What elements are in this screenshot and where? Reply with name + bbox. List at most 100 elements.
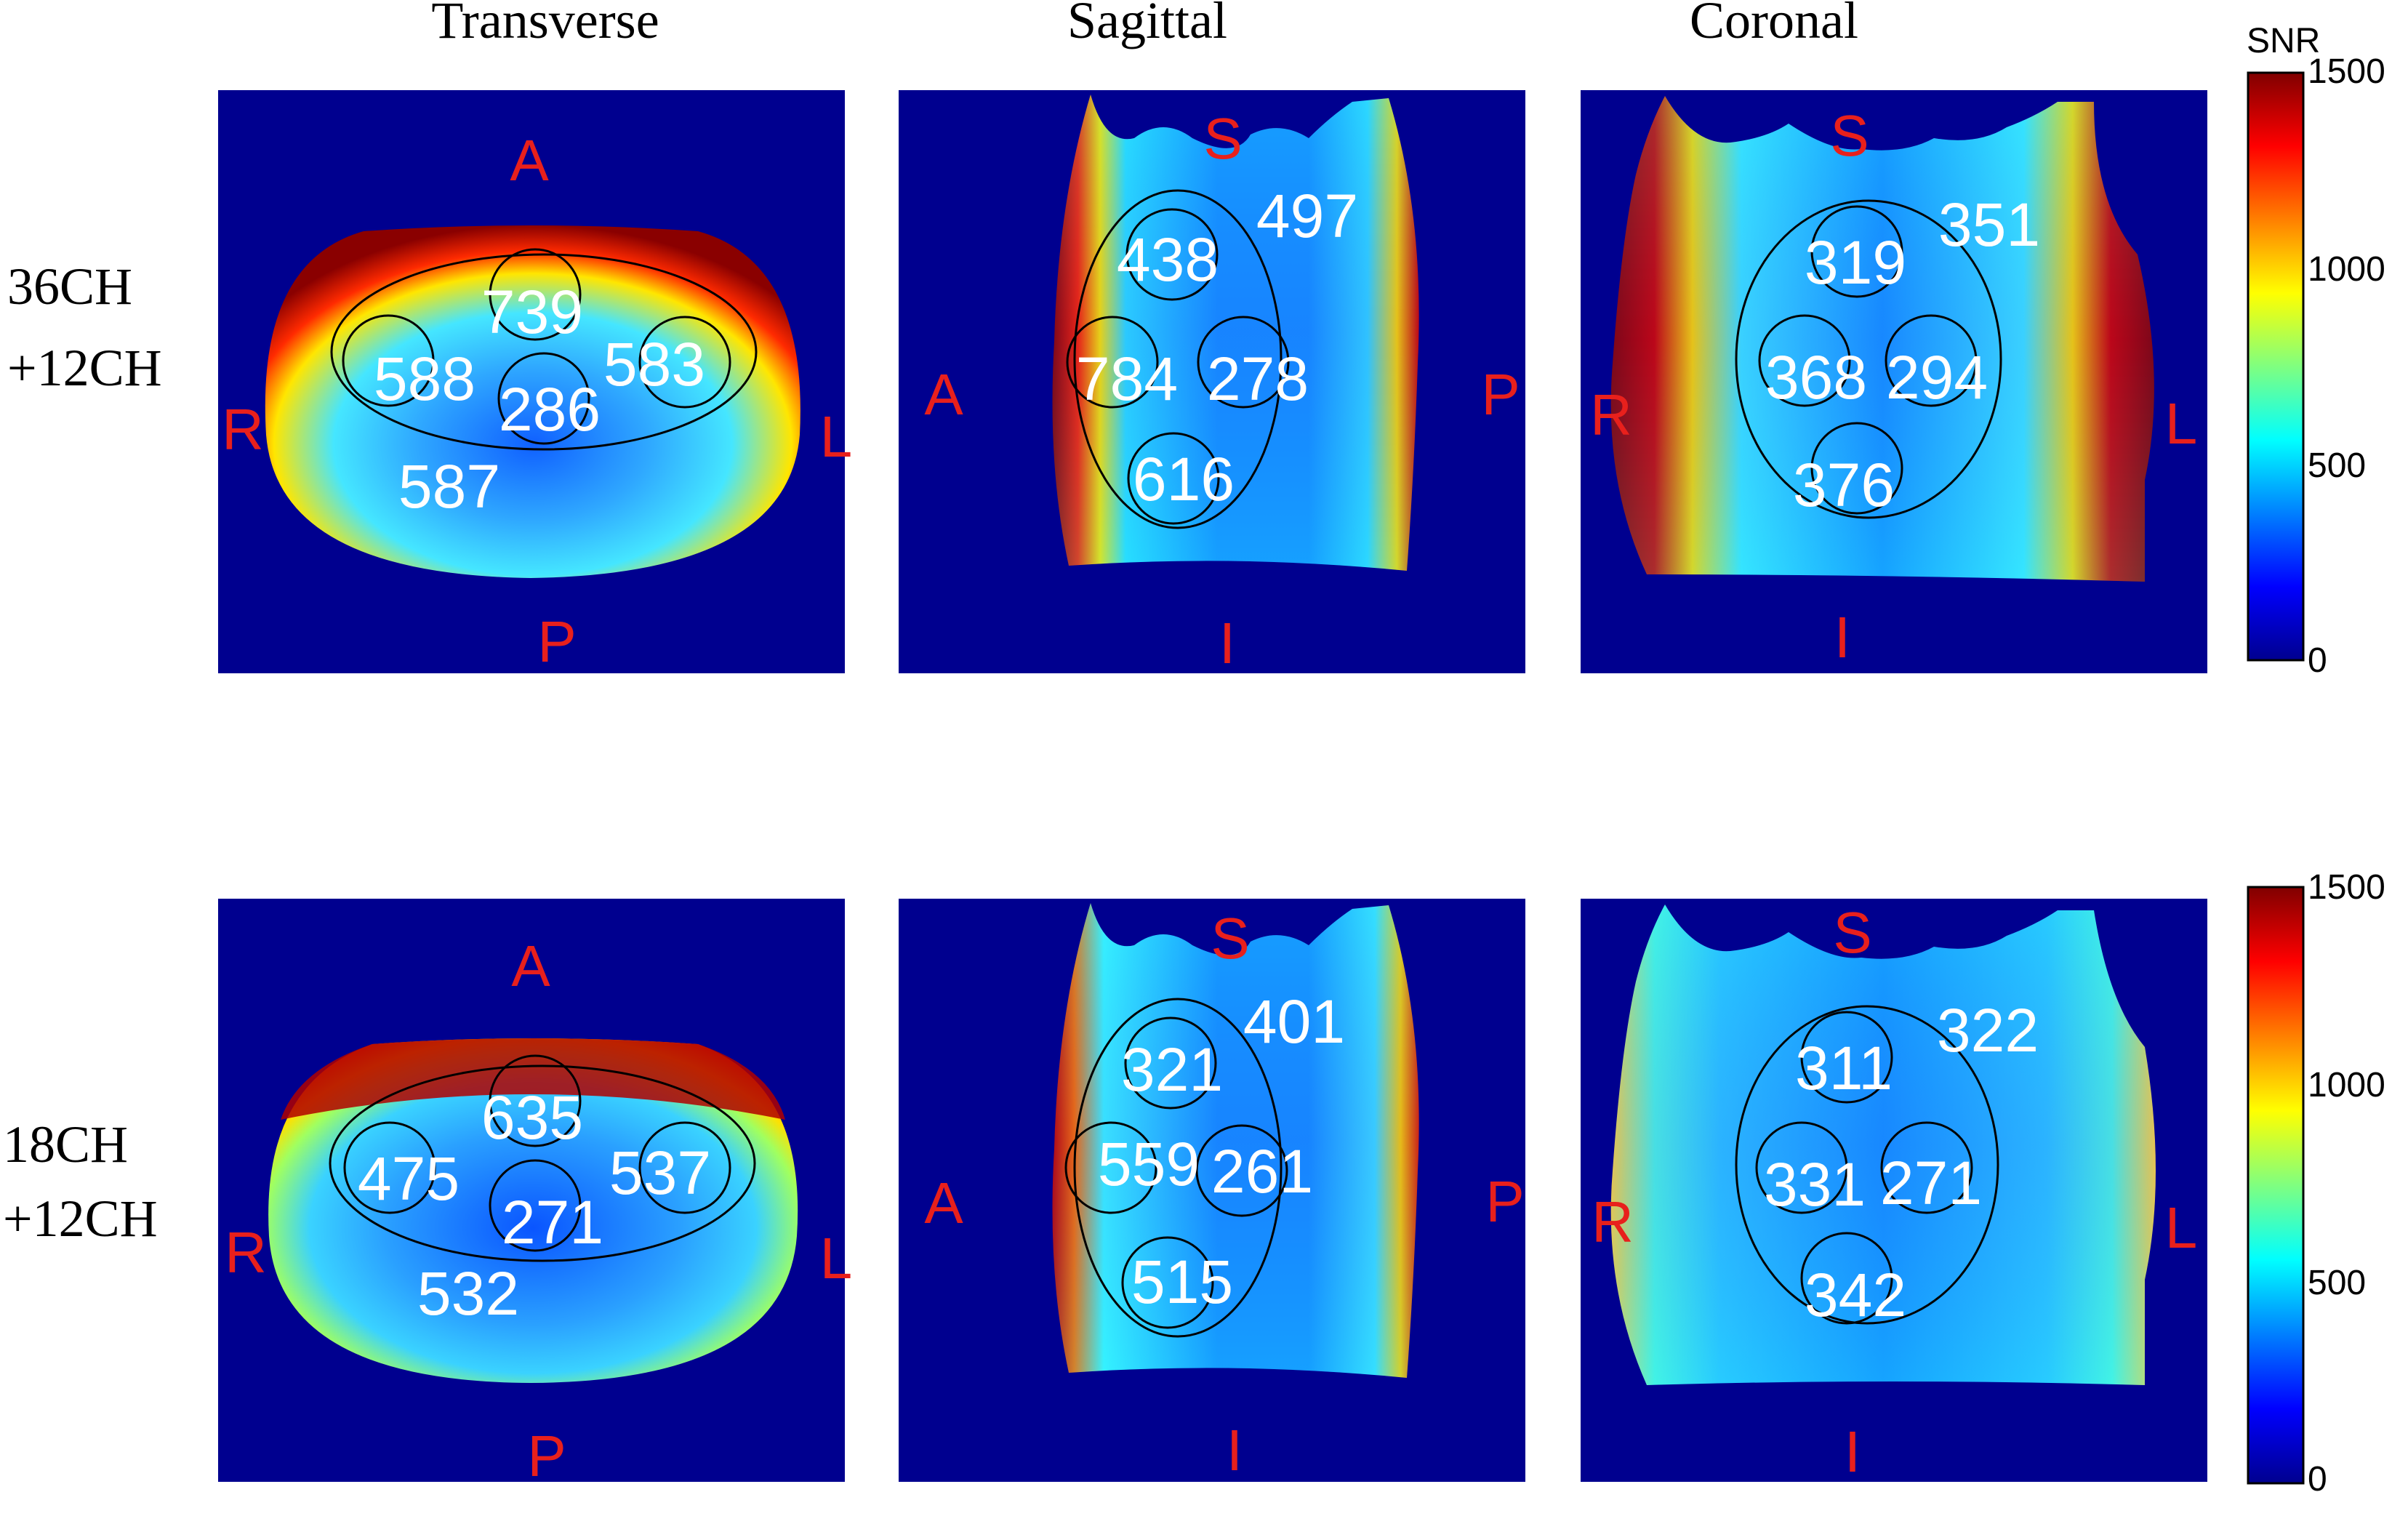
orient-right: L [820, 404, 853, 469]
snr-value-left: 784 [1076, 345, 1178, 413]
panel-transverse-row1: 739 588 286 583 587 A P R L [218, 90, 852, 674]
snr-value-right: 271 [1880, 1149, 1982, 1217]
roi-right [638, 316, 731, 409]
orient-left: R [222, 397, 264, 462]
colorbar-label: SNR [2247, 22, 2320, 60]
roi-left [1755, 1121, 1848, 1214]
orient-bottom: I [1227, 1418, 1243, 1483]
roi-top [1124, 1016, 1217, 1110]
row-label-2-line2: +12CH [3, 1190, 158, 1248]
snr-value-left: 559 [1098, 1130, 1200, 1198]
roi-left [343, 1121, 436, 1214]
snr-value-top: 739 [481, 278, 583, 346]
roi-right [1885, 314, 1978, 407]
colorbar-tick-label: 1500 [2308, 52, 2385, 91]
roi-left [342, 314, 435, 407]
snr-value-left: 475 [358, 1144, 459, 1213]
panel-sagittal-row2: 321 559 261 515 401 S I A P [899, 899, 1525, 1483]
roi-large [1073, 998, 1283, 1338]
colorbar-row1: SNR 1500 1000 500 0 [2247, 22, 2385, 680]
colorbar-tick-label: 0 [2308, 641, 2327, 680]
panel-transverse-row2: 635 475 271 537 532 A P R L [218, 899, 852, 1488]
colorbar-gradient [2247, 71, 2305, 662]
row-label-1-line1: 36CH [7, 257, 132, 316]
snr-value-outside: 322 [1937, 996, 2039, 1064]
orient-left: A [924, 1171, 963, 1235]
snr-value-bottom: 376 [1793, 451, 1895, 519]
snr-value-right: 261 [1211, 1137, 1313, 1206]
orient-bottom: P [527, 1424, 566, 1488]
roi-bottom [1121, 1236, 1214, 1329]
snr-value-top: 321 [1121, 1035, 1223, 1104]
orient-top: S [1833, 900, 1871, 965]
orient-left: R [1592, 1190, 1634, 1254]
snr-value-outside: 497 [1256, 182, 1358, 250]
orient-left: R [1590, 382, 1632, 447]
roi-large [1735, 199, 2002, 519]
roi-top [1810, 205, 1903, 298]
snr-value-top: 319 [1805, 228, 1906, 297]
orient-right: L [2165, 1195, 2198, 1260]
colorbar-tick-label: 500 [2308, 1264, 2366, 1302]
snr-value-top: 438 [1117, 225, 1219, 294]
snr-value-top: 635 [481, 1083, 583, 1152]
column-header-coronal: Coronal [1690, 0, 1858, 49]
orient-right: L [820, 1226, 853, 1291]
snr-value-center: 286 [499, 375, 601, 444]
transverse-body-map [265, 225, 800, 578]
orient-top: S [1830, 103, 1869, 168]
roi-bottom [1810, 422, 1903, 515]
snr-value-right: 294 [1886, 343, 1988, 412]
snr-value-outside: 587 [398, 452, 500, 521]
column-header-transverse: Transverse [431, 0, 659, 49]
snr-value-bottom: 342 [1805, 1261, 1906, 1329]
orient-right: P [1481, 362, 1520, 427]
colorbar-tick-label: 1500 [2308, 868, 2385, 907]
roi-right [1880, 1121, 1973, 1214]
roi-top [1800, 1011, 1893, 1104]
orient-top: S [1203, 106, 1242, 171]
snr-value-left: 368 [1765, 343, 1867, 412]
snr-value-right: 583 [603, 330, 705, 398]
roi-right [1197, 316, 1290, 409]
roi-top [1125, 208, 1219, 301]
orient-right: P [1485, 1169, 1524, 1234]
roi-right [638, 1121, 731, 1214]
orient-bottom: I [1834, 605, 1850, 670]
colorbar-gradient [2247, 886, 2305, 1485]
panel-sagittal-row1: 438 784 278 616 497 S I A P [899, 90, 1525, 675]
colorbar-tick-label: 0 [2308, 1460, 2327, 1499]
orient-top: A [510, 128, 549, 193]
roi-large [329, 1064, 756, 1262]
colorbar-tick-label: 1000 [2308, 250, 2385, 289]
colorbar-tick-label: 1000 [2308, 1066, 2385, 1104]
snr-value-right: 537 [609, 1139, 711, 1207]
orient-bottom: I [1219, 611, 1235, 675]
roi-top [489, 248, 582, 341]
panel-coronal-row2: 311 331 271 342 322 S I R L [1581, 899, 2207, 1484]
roi-right [1195, 1124, 1288, 1217]
roi-bottom [1127, 432, 1220, 525]
orient-right: L [2165, 391, 2198, 456]
orient-bottom: P [537, 609, 576, 674]
snr-value-right: 278 [1207, 345, 1309, 413]
roi-large [1073, 189, 1283, 529]
snr-value-center: 271 [502, 1188, 603, 1256]
roi-center [489, 1159, 582, 1252]
roi-left [1064, 1121, 1157, 1214]
roi-left [1758, 314, 1851, 407]
panel-coronal-row1: 319 368 294 376 351 S I R L [1581, 90, 2207, 673]
snr-value-top: 311 [1795, 1034, 1893, 1102]
roi-left [1066, 316, 1159, 409]
snr-value-outside: 401 [1243, 987, 1345, 1056]
snr-value-left: 588 [374, 345, 475, 413]
colorbar-row2: 1500 1000 500 0 [2247, 868, 2385, 1499]
roi-top [489, 1054, 582, 1147]
orient-top: A [511, 934, 550, 998]
column-header-sagittal: Sagittal [1067, 0, 1227, 49]
roi-bottom [1800, 1232, 1893, 1325]
roi-large [330, 253, 758, 451]
snr-value-outside: 532 [417, 1259, 519, 1328]
colorbar-tick-label: 500 [2308, 446, 2366, 485]
snr-value-bottom: 616 [1133, 445, 1235, 513]
